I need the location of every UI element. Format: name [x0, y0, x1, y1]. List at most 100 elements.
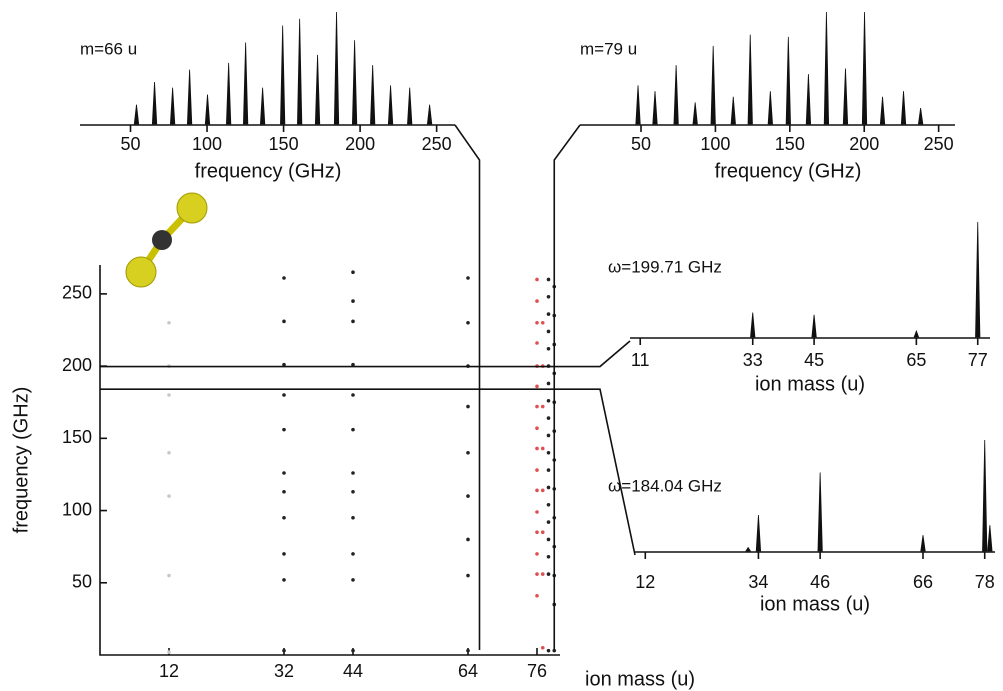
x-tick-label: 64 [458, 661, 478, 681]
point [351, 427, 355, 432]
point [535, 488, 539, 493]
y-axis-label: frequency (GHz) [10, 387, 32, 534]
point [351, 489, 355, 494]
annotation: m=79 u [580, 39, 637, 58]
x-tick-label: 77 [968, 350, 988, 370]
peak [280, 25, 286, 125]
peak [913, 329, 920, 338]
point [466, 276, 470, 280]
point [546, 312, 551, 316]
point [282, 552, 286, 556]
point [546, 433, 551, 438]
point [535, 384, 539, 389]
annotation: ω=199.71 GHz [608, 257, 722, 276]
point [535, 530, 539, 535]
y-tick-label: 200 [62, 355, 92, 375]
point [546, 572, 551, 576]
peak [817, 472, 823, 552]
point [466, 450, 470, 455]
peak [370, 65, 376, 125]
peak [692, 102, 698, 125]
molecule [125, 192, 208, 288]
peak [673, 65, 679, 125]
point [535, 572, 539, 576]
point [535, 552, 539, 556]
peak [186, 69, 193, 125]
peak [730, 96, 736, 125]
point [466, 573, 470, 578]
point [351, 578, 355, 582]
peak [975, 221, 981, 338]
peak [842, 68, 849, 125]
point [351, 270, 355, 275]
x-tick-label: 12 [159, 661, 179, 681]
peak [204, 94, 211, 125]
peak [745, 546, 752, 552]
point [351, 319, 355, 324]
point [546, 502, 551, 507]
x-tick-label: 66 [913, 572, 933, 592]
peak [805, 74, 812, 125]
point [282, 362, 286, 367]
point [351, 471, 355, 475]
x-axis-label: frequency (GHz) [195, 160, 342, 182]
point [167, 650, 171, 654]
x-tick-label: 32 [274, 661, 294, 681]
peak [314, 54, 321, 125]
peak [426, 104, 433, 125]
peak [226, 62, 232, 125]
point [535, 341, 539, 345]
peak [387, 85, 394, 125]
peak [652, 91, 658, 125]
x-tick-label: 250 [924, 134, 954, 154]
point [546, 398, 551, 403]
peak [635, 85, 641, 125]
peak [861, 11, 868, 125]
x-tick-label: 50 [120, 134, 140, 154]
peak [243, 42, 249, 125]
x-axis-label: frequency (GHz) [715, 160, 862, 182]
guide-line [454, 124, 481, 650]
point [282, 319, 286, 324]
guide-line [100, 388, 636, 556]
annotation: m=66 u [80, 39, 137, 58]
point [466, 494, 470, 498]
point [466, 320, 470, 325]
point [351, 393, 355, 397]
guide-line [553, 124, 581, 650]
peak [811, 314, 817, 338]
annotation: ω=184.04 GHz [608, 476, 722, 495]
point [535, 593, 539, 598]
point [351, 515, 355, 520]
x-tick-label: 150 [269, 134, 299, 154]
peak [982, 439, 988, 552]
peak [900, 91, 907, 125]
point [351, 299, 355, 303]
point [282, 276, 286, 280]
x-tick-label: 34 [748, 572, 768, 592]
peak [917, 107, 924, 125]
x-tick-label: 12 [635, 572, 655, 592]
point [466, 404, 470, 409]
point [546, 416, 551, 420]
peak [333, 11, 340, 125]
y-tick-label: 250 [62, 283, 92, 303]
point [546, 346, 551, 351]
x-tick-label: 200 [849, 134, 879, 154]
peak [750, 312, 756, 338]
point [540, 530, 545, 535]
x-axis-label: ion mass (u) [585, 668, 695, 690]
x-tick-label: 65 [906, 350, 926, 370]
x-axis-label: ion mass (u) [760, 593, 870, 615]
point [282, 578, 286, 582]
point [535, 404, 539, 409]
point [351, 552, 355, 556]
peak [407, 87, 413, 125]
point [282, 427, 286, 432]
point [546, 537, 551, 542]
point [546, 485, 551, 490]
point [167, 320, 171, 325]
point [540, 645, 545, 650]
x-tick-label: 44 [343, 661, 363, 681]
